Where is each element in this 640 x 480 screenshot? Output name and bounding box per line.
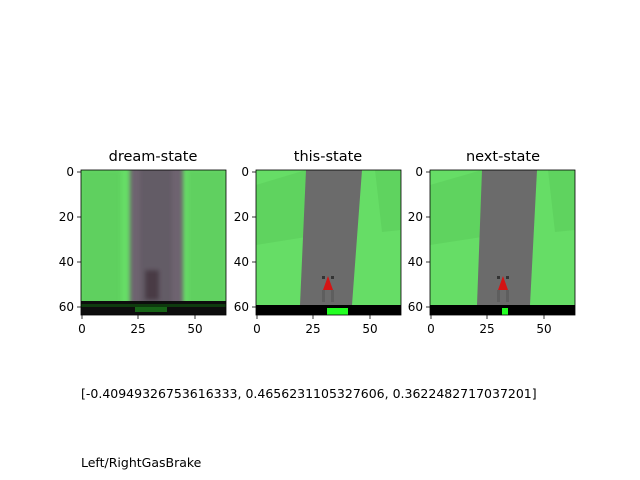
action-values-text: [-0.40949326753616333, 0.465623110532760… bbox=[81, 386, 537, 401]
x-tick-label: 50 bbox=[362, 322, 377, 336]
next-state-title: next-state bbox=[466, 149, 540, 165]
x-tick-label: 25 bbox=[305, 322, 320, 336]
y-tick-label: 60 bbox=[408, 300, 423, 314]
dream-state-image bbox=[81, 165, 226, 315]
this-state-image bbox=[256, 170, 401, 315]
y-tick-label: 0 bbox=[415, 165, 423, 179]
y-tick-label: 20 bbox=[59, 210, 74, 224]
this-state-panel: this-state bbox=[256, 149, 401, 315]
this-state-title: this-state bbox=[294, 149, 363, 165]
y-tick-label: 20 bbox=[234, 210, 249, 224]
y-tick-label: 40 bbox=[234, 255, 249, 269]
x-tick-label: 0 bbox=[427, 322, 435, 336]
next-state-image bbox=[430, 170, 575, 315]
next-state-panel: next-state bbox=[430, 149, 575, 315]
x-tick-label: 25 bbox=[479, 322, 494, 336]
dream-state-title: dream-state bbox=[109, 149, 198, 165]
x-tick-label: 50 bbox=[187, 322, 202, 336]
x-tick-label: 0 bbox=[253, 322, 261, 336]
controls-label-text: Left/RightGasBrake bbox=[81, 455, 201, 470]
y-tick-label: 20 bbox=[408, 210, 423, 224]
x-tick-label: 0 bbox=[78, 322, 86, 336]
y-tick-label: 0 bbox=[241, 165, 249, 179]
y-tick-label: 0 bbox=[66, 165, 74, 179]
y-tick-label: 40 bbox=[59, 255, 74, 269]
y-tick-label: 40 bbox=[408, 255, 423, 269]
x-tick-label: 50 bbox=[536, 322, 551, 336]
dream-state-panel: dream-state bbox=[81, 149, 226, 315]
y-tick-label: 60 bbox=[59, 300, 74, 314]
y-tick-label: 60 bbox=[234, 300, 249, 314]
x-tick-label: 25 bbox=[130, 322, 145, 336]
